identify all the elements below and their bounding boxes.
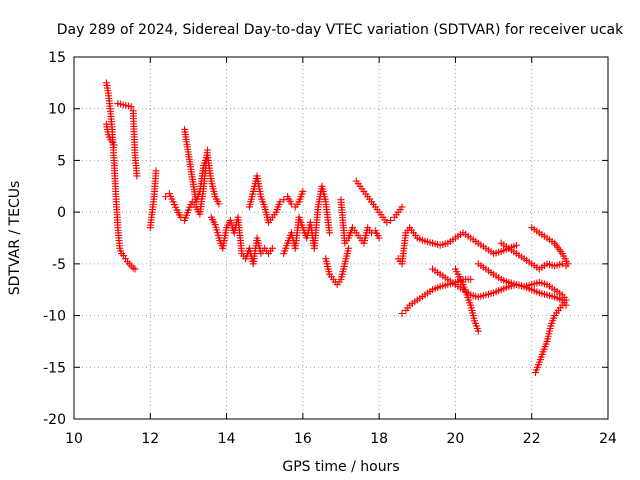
data-point (474, 327, 482, 335)
data-point (215, 200, 223, 208)
x-tick-label: 20 (447, 431, 465, 447)
data-point (280, 196, 288, 204)
data-point (375, 234, 383, 242)
data-point (326, 229, 334, 237)
data-point (127, 103, 135, 111)
plot-frame (73, 56, 609, 420)
x-tick-label: 24 (599, 431, 617, 447)
y-tick-label: 15 (48, 50, 66, 66)
y-tick-label: -15 (43, 360, 66, 376)
data-point (398, 203, 406, 211)
data-point (133, 172, 141, 180)
x-tick-label: 18 (370, 431, 388, 447)
x-tick-label: 16 (294, 431, 312, 447)
y-tick-labels: -20 -15 -10 -5 0 5 10 15 (43, 50, 66, 428)
data-point (276, 198, 284, 206)
data-point (131, 265, 139, 273)
x-tick-label: 22 (523, 431, 541, 447)
y-tick-label: 0 (57, 205, 66, 221)
x-axis-title: GPS time / hours (282, 459, 399, 475)
data-point (383, 218, 391, 226)
x-tick-label: 14 (218, 431, 236, 447)
data-point (299, 187, 307, 195)
x-tick-label: 12 (141, 431, 159, 447)
y-tick-label: 10 (48, 102, 66, 118)
data-point (345, 244, 353, 252)
chart-title: Day 289 of 2024, Sidereal Day-to-day VTE… (57, 22, 624, 38)
data-point (268, 244, 276, 252)
x-tick-label: 10 (65, 431, 83, 447)
y-axis-title: SDTVAR / TECUs (7, 181, 23, 296)
data-point (152, 167, 160, 175)
y-tick-label: -5 (52, 257, 66, 273)
axis-ticks (73, 56, 609, 420)
data-point (467, 275, 475, 283)
data-point (562, 296, 570, 304)
data-point (398, 310, 406, 318)
y-tick-label: -20 (43, 412, 66, 428)
data-point (110, 141, 118, 149)
y-tick-label: -10 (43, 309, 66, 325)
data-point (387, 216, 395, 224)
data-point (512, 241, 520, 249)
data-point (564, 260, 572, 268)
y-tick-label: 5 (57, 153, 66, 169)
data-points (102, 79, 572, 376)
x-tick-labels: 10 12 14 16 18 20 22 24 (65, 431, 617, 447)
